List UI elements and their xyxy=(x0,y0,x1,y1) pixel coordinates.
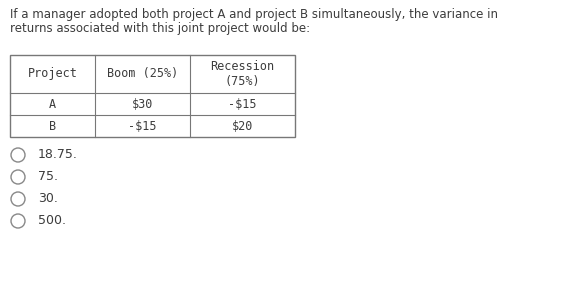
Text: 18.75.: 18.75. xyxy=(38,149,78,161)
Text: Boom (25%): Boom (25%) xyxy=(107,67,178,81)
Bar xyxy=(10,55,295,137)
Text: -$15: -$15 xyxy=(128,119,157,133)
Text: Recession
(75%): Recession (75%) xyxy=(211,60,275,88)
Text: $30: $30 xyxy=(132,98,153,110)
Text: returns associated with this joint project would be:: returns associated with this joint proje… xyxy=(10,22,310,35)
Text: 500.: 500. xyxy=(38,215,66,227)
Text: A: A xyxy=(49,98,56,110)
Text: $20: $20 xyxy=(232,119,253,133)
Text: 75.: 75. xyxy=(38,171,58,183)
Text: B: B xyxy=(49,119,56,133)
Text: 30.: 30. xyxy=(38,192,58,206)
Text: If a manager adopted both project A and project B simultaneously, the variance i: If a manager adopted both project A and … xyxy=(10,8,498,21)
Text: -$15: -$15 xyxy=(228,98,257,110)
Text: Project: Project xyxy=(28,67,78,81)
